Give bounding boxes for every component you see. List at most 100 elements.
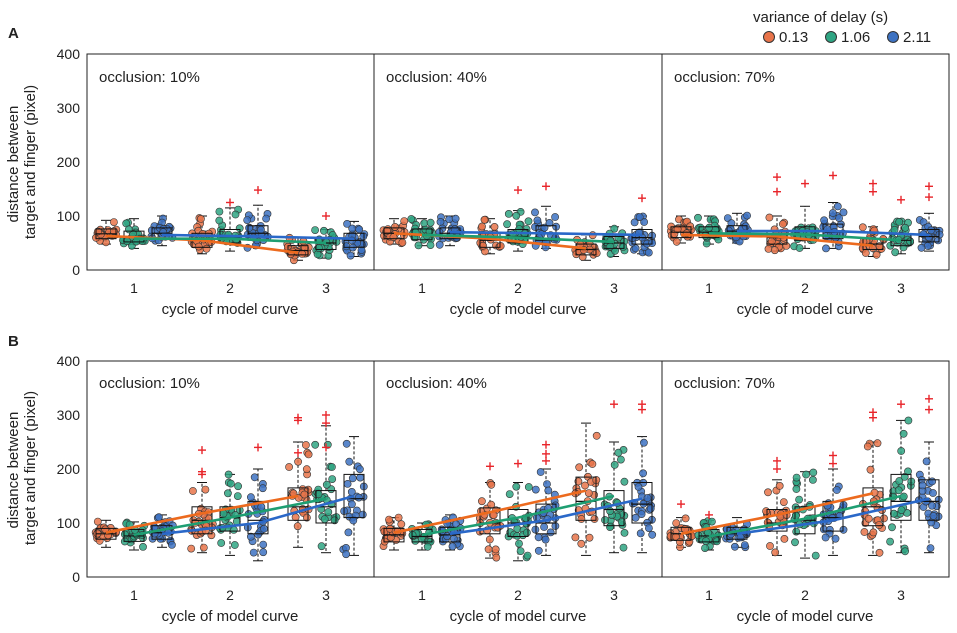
mean-line (421, 494, 615, 537)
x-axis-label: cycle of model curve (162, 301, 299, 318)
data-point (686, 222, 695, 231)
data-point (311, 440, 320, 449)
data-point (188, 487, 197, 495)
data-point (620, 477, 629, 486)
data-point (246, 532, 255, 541)
data-point (485, 535, 494, 544)
data-point (359, 232, 368, 241)
data-point (260, 524, 268, 533)
data-point (918, 481, 927, 490)
x-tick-label: 1 (130, 280, 138, 296)
box (247, 500, 269, 535)
y-tick-label: 0 (72, 569, 80, 585)
data-point (357, 246, 366, 254)
data-point (196, 214, 205, 223)
data-point (614, 448, 623, 457)
panel-b-3: occlusion: 70% 1 2 3 cycle of model curv… (661, 360, 950, 625)
x-tick-label: 3 (610, 587, 618, 603)
data-point (503, 220, 511, 229)
data-point (358, 510, 367, 519)
data-point (648, 530, 657, 539)
box (411, 528, 433, 543)
data-point (545, 218, 554, 227)
panel-title: occlusion: 40% (386, 69, 487, 86)
panel-frame (661, 53, 950, 271)
data-point (301, 441, 310, 449)
mean-line (133, 497, 327, 537)
legend: variance of delay (s) 0.13 1.06 2.11 (753, 9, 931, 46)
data-point (895, 217, 904, 226)
data-point (123, 237, 131, 246)
data-point (398, 238, 407, 247)
data-point (672, 519, 681, 527)
data-point (256, 225, 265, 234)
x-tick-label: 1 (705, 587, 713, 603)
data-point (201, 485, 210, 494)
data-point (531, 223, 539, 231)
x-tick-label: 2 (226, 280, 234, 296)
data-point (320, 515, 329, 524)
data-point (904, 416, 913, 425)
data-point (426, 241, 435, 249)
mean-line (708, 494, 902, 538)
panel-title: occlusion: 40% (386, 375, 487, 392)
data-point (822, 244, 830, 253)
data-point (347, 487, 356, 496)
data-point (676, 538, 684, 546)
data-point (901, 547, 909, 556)
data-point (584, 489, 593, 497)
legend-label-3: 2.11 (903, 29, 931, 46)
data-point (443, 532, 451, 541)
data-point (928, 501, 936, 510)
data-point (606, 507, 614, 515)
data-point (821, 533, 830, 542)
data-point (743, 211, 751, 220)
data-point (294, 457, 302, 466)
data-point (346, 251, 355, 260)
data-point (354, 493, 363, 502)
data-point (541, 535, 550, 544)
panel-title: occlusion: 10% (99, 69, 200, 86)
data-point (491, 545, 500, 554)
panel-a-1: occlusion: 10% 1 2 3 cycle of model curv… (86, 53, 375, 318)
data-point (199, 543, 208, 552)
x-tick-label: 3 (322, 587, 330, 603)
data-point (901, 223, 910, 232)
data-point (259, 540, 268, 549)
y-ticks-a: 0 100 200 300 400 (57, 46, 81, 278)
data-point (298, 249, 306, 258)
data-point (536, 468, 545, 476)
data-point (540, 523, 548, 531)
data-point (436, 217, 445, 226)
data-point (343, 479, 352, 488)
data-point (408, 531, 417, 539)
data-point (217, 539, 226, 547)
y-axis-label-b-line2: target and finger (pixel) (22, 391, 39, 545)
data-point (487, 500, 496, 509)
y-axis-label-b-line1: distance between (5, 412, 22, 529)
x-tick-label: 1 (130, 587, 138, 603)
data-point (809, 475, 817, 484)
mean-line (737, 229, 930, 237)
data-point (791, 538, 799, 547)
data-point (524, 217, 533, 226)
legend-marker-2 (825, 31, 837, 43)
x-axis-label: cycle of model curve (162, 608, 299, 625)
data-point (407, 215, 416, 223)
data-point (779, 498, 788, 506)
data-point (811, 551, 820, 560)
data-point (643, 494, 652, 502)
data-point (577, 539, 586, 548)
data-point (858, 223, 867, 232)
data-point (512, 211, 521, 220)
data-point (187, 544, 196, 553)
mean-line (449, 230, 643, 237)
y-tick-label: 300 (57, 100, 81, 116)
y-axis-label-a-line2: target and finger (pixel) (22, 85, 39, 239)
box (343, 473, 365, 519)
legend-marker-1 (763, 31, 775, 43)
data-point (420, 219, 429, 228)
data-point (864, 514, 873, 523)
data-point (869, 528, 878, 537)
data-point (770, 246, 779, 255)
